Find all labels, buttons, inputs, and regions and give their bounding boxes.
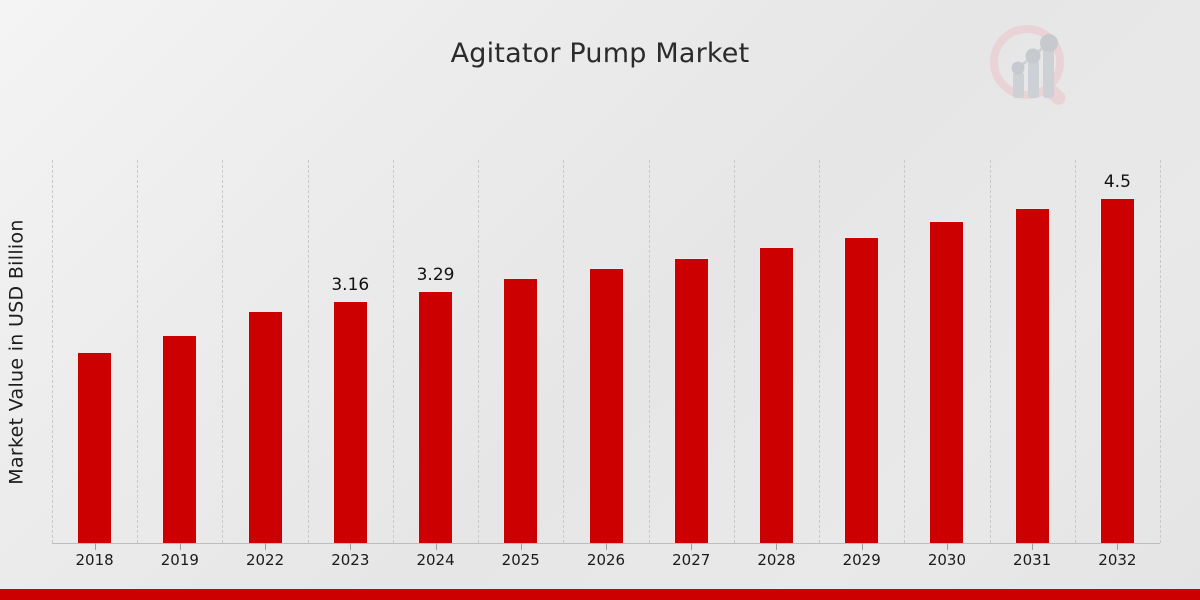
x-tick-label-2026: 2026 (586, 551, 626, 569)
x-tick-label-2030: 2030 (927, 551, 967, 569)
bar-2023[interactable] (332, 300, 368, 543)
bar-2026[interactable] (588, 268, 624, 543)
x-tick-mark-2030 (946, 543, 948, 550)
x-tick-label-2023: 2023 (331, 551, 370, 569)
x-tick-mark-2025 (520, 543, 522, 550)
x-tick-mark-2023 (350, 543, 352, 550)
x-tick-mark-2028 (776, 543, 778, 550)
grid-line (1160, 160, 1161, 543)
bar-2024[interactable] (418, 291, 454, 543)
x-tick-label-2032: 2032 (1098, 551, 1137, 569)
y-axis-title-text: Market Value in USD Billion (6, 219, 29, 485)
x-tick-label-2022: 2022 (245, 551, 285, 569)
grid-line (648, 160, 650, 543)
bar-2025[interactable] (503, 277, 539, 543)
x-tick-mark-2022 (265, 543, 267, 550)
x-tick-label-2029: 2029 (842, 551, 881, 569)
bar-2029[interactable] (844, 236, 880, 543)
x-tick-label-2028: 2028 (757, 551, 796, 569)
grid-line (52, 160, 53, 543)
bar-2031[interactable] (1014, 208, 1050, 543)
plot-area (52, 160, 1161, 543)
grid-line (478, 160, 480, 543)
x-tick-label-2018: 2018 (75, 551, 114, 569)
x-tick-mark-2018 (94, 543, 96, 550)
x-tick-label-2027: 2027 (672, 551, 711, 569)
bar-2027[interactable] (673, 258, 709, 543)
bar-2019[interactable] (162, 334, 198, 543)
bar-value-label-2023: 3.16 (331, 274, 370, 295)
bar-2030[interactable] (929, 220, 965, 543)
page-title: Agitator Pump Market (450, 38, 750, 69)
grid-line (904, 160, 906, 543)
bar-2032[interactable] (1099, 198, 1135, 543)
bar-2022[interactable] (247, 310, 283, 543)
x-tick-mark-2031 (1032, 543, 1034, 550)
x-tick-label-2024: 2024 (416, 551, 455, 569)
grid-line (137, 160, 139, 543)
x-tick-mark-2026 (606, 543, 607, 550)
grid-line (819, 160, 821, 543)
grid-line (733, 160, 735, 543)
bar-value-label-2032: 4.5 (1103, 172, 1131, 193)
grid-line (1074, 160, 1076, 543)
x-tick-mark-2024 (435, 543, 437, 550)
bar-2018[interactable] (77, 351, 113, 543)
grid-line (989, 160, 991, 543)
x-tick-mark-2032 (1117, 543, 1119, 550)
x-tick-label-2031: 2031 (1013, 551, 1052, 569)
grid-line (392, 160, 394, 543)
grid-line (307, 160, 309, 543)
bar-value-label-2024: 3.29 (416, 264, 455, 285)
x-tick-mark-2027 (691, 543, 693, 550)
x-tick-label-2025: 2025 (501, 551, 540, 569)
grid-line (563, 160, 565, 543)
y-axis-title: Market Value in USD Billion (0, 160, 34, 544)
x-tick-mark-2019 (179, 543, 181, 550)
bottom-accent-strip (0, 589, 1200, 600)
x-tick-mark-2029 (861, 543, 863, 550)
x-tick-label-2019: 2019 (160, 551, 199, 569)
bar-2028[interactable] (758, 247, 794, 543)
magnifier-bar-chart-logo (983, 22, 1081, 114)
grid-line (222, 160, 224, 543)
